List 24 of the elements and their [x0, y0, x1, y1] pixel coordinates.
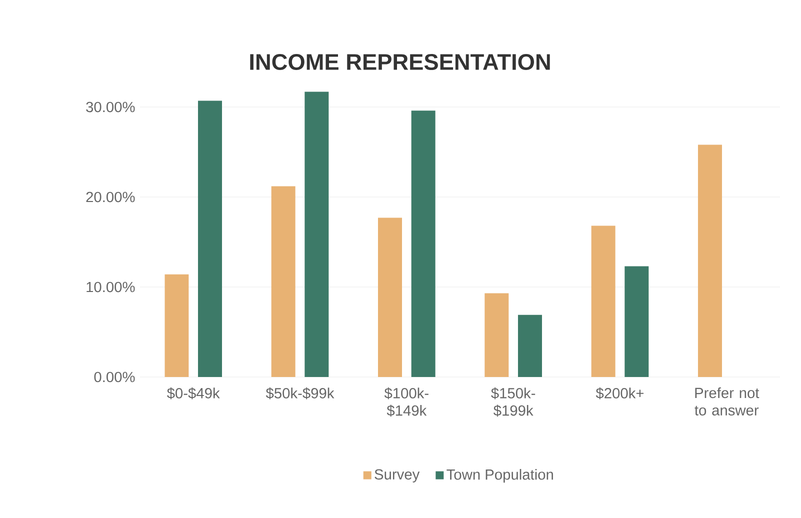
bar — [271, 186, 296, 377]
y-tick-label: 10.00% — [86, 282, 135, 292]
bar — [304, 92, 329, 377]
bar — [591, 226, 616, 377]
bar — [484, 293, 509, 377]
bar — [411, 110, 436, 377]
bar — [698, 144, 722, 377]
chart-title: INCOME REPRESENTATION — [250, 54, 550, 70]
x-tick-label: $100k-$149k — [384, 387, 428, 417]
bar — [624, 266, 649, 377]
bar — [378, 218, 402, 377]
legend-label: Town Population — [446, 468, 553, 483]
y-tick-label: 30.00% — [86, 102, 135, 112]
x-tick-label: $200k+ — [596, 387, 644, 400]
legend-label: Survey — [374, 469, 420, 482]
x-tick-label: $0-$49k — [167, 387, 220, 400]
x-tick-label: $150k-$199k — [491, 387, 536, 417]
bar — [518, 314, 542, 377]
y-tick-label: 20.00% — [86, 192, 135, 202]
bar — [164, 274, 189, 377]
bar — [198, 100, 222, 377]
y-tick-label: 0.00% — [94, 372, 135, 382]
x-tick-label: Prefer not to answer — [694, 387, 760, 416]
x-tick-label: $50k-$99k — [266, 387, 334, 400]
